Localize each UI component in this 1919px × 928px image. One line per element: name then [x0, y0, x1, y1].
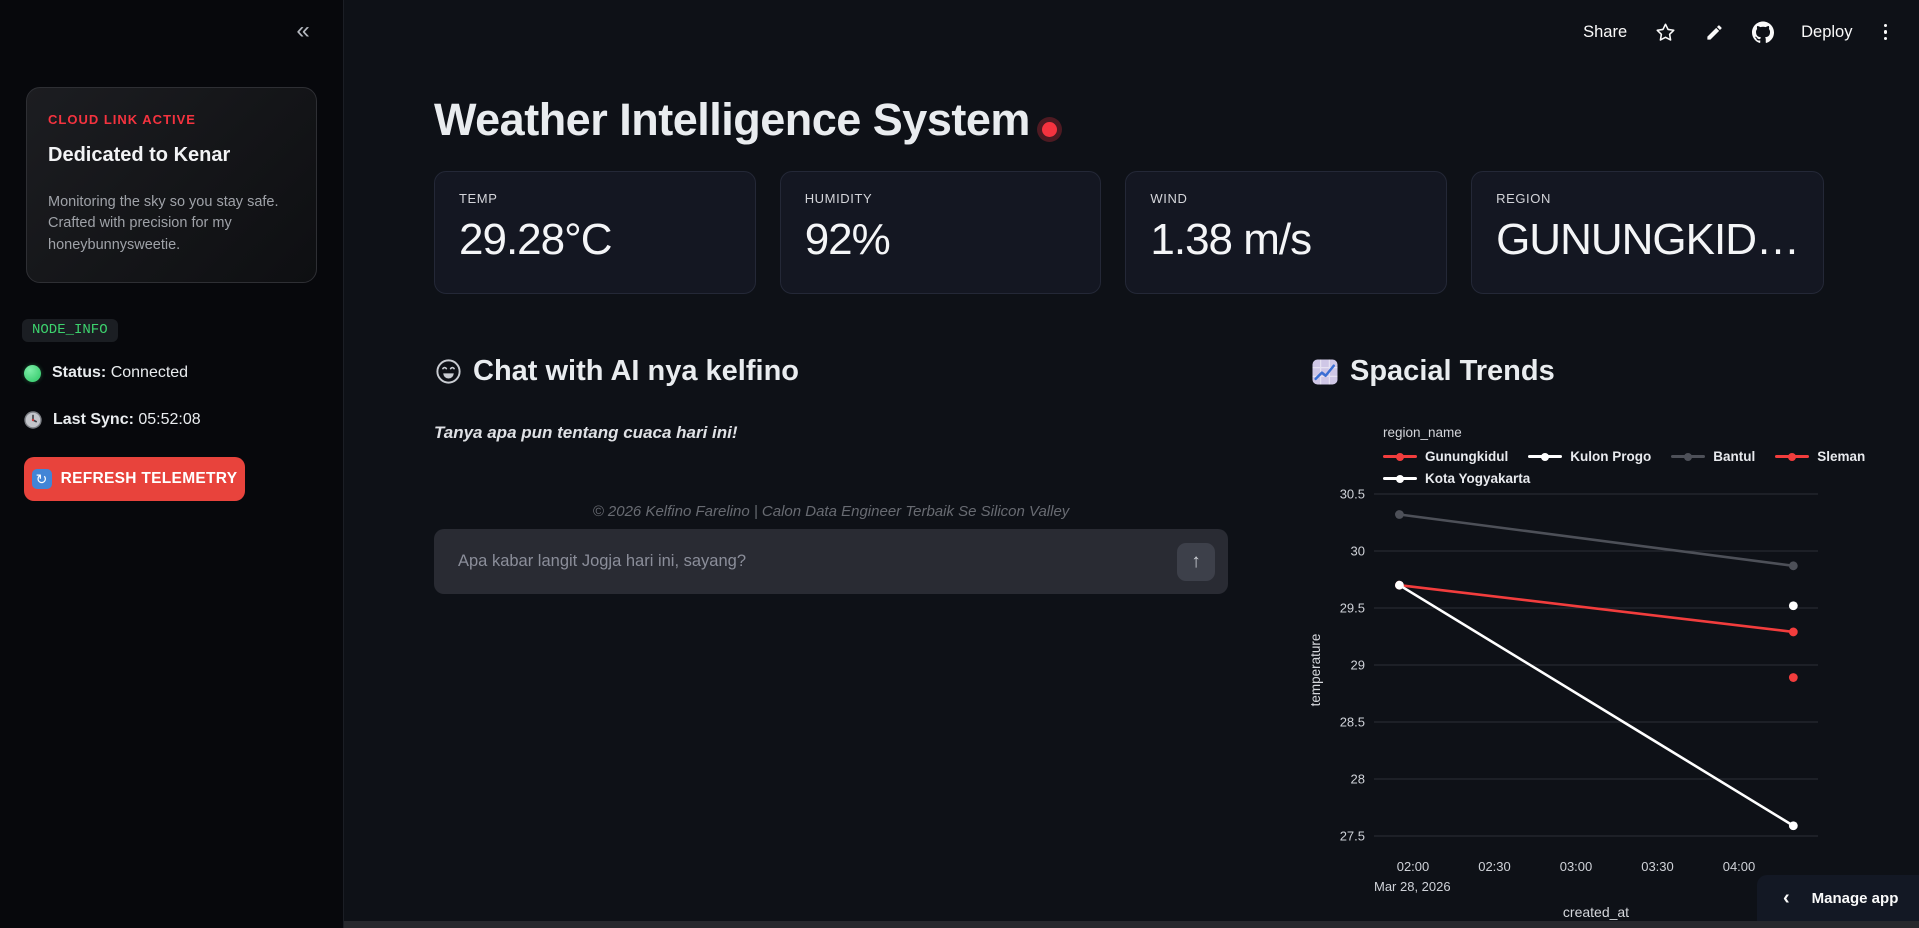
live-red-dot-icon [1041, 122, 1057, 137]
legend-label: Kota Yogyakarta [1425, 471, 1531, 486]
metric-value: 92% [804, 215, 891, 264]
deploy-button[interactable]: Deploy [1801, 22, 1853, 41]
metric-label: WIND [1150, 191, 1188, 206]
svg-text:30.5: 30.5 [1340, 487, 1365, 502]
svg-text:28: 28 [1351, 772, 1365, 787]
legend-label: Sleman [1817, 449, 1866, 464]
edit-pencil-icon[interactable] [1703, 21, 1725, 43]
svg-text:02:00: 02:00 [1397, 859, 1430, 874]
chart-legend: region_name Gunungkidul Kulon Progo Bantul… [1383, 425, 1873, 486]
legend-swatch-icon [1383, 452, 1417, 461]
metric-card-temp: TEMP 29.28°C [434, 171, 756, 294]
chart-heading-text: Spacial Trends [1350, 355, 1555, 387]
metrics-row: TEMP 29.28°C HUMIDITY 92% WIND 1.38 m/s … [434, 171, 1824, 294]
horizontal-scrollbar[interactable] [344, 921, 1919, 928]
legend-swatch-icon [1671, 452, 1706, 461]
dedication-body: Monitoring the sky so you stay safe. Cra… [48, 194, 279, 253]
sidebar: « CLOUD LINK ACTIVE Dedicated to Kenar M… [0, 0, 344, 928]
metric-card-humidity: HUMIDITY 92% [779, 171, 1102, 294]
metric-value: 29.28°C [459, 215, 612, 264]
svg-text:29.5: 29.5 [1340, 601, 1365, 616]
clock-icon [24, 411, 42, 429]
svg-text:28.5: 28.5 [1340, 715, 1365, 730]
share-button[interactable]: Share [1583, 22, 1628, 41]
app-toolbar: Share Deploy [1583, 0, 1891, 64]
metric-label: REGION [1496, 191, 1551, 206]
chat-heading: Chat with AI nya kelfino [434, 355, 799, 388]
svg-text:Mar 28, 2026: Mar 28, 2026 [1374, 879, 1451, 894]
chart-heading: Spacial Trends [1310, 355, 1555, 388]
svg-text:02:30: 02:30 [1478, 859, 1511, 874]
metric-label: TEMP [459, 191, 498, 206]
chat-input-bar: ↑ [434, 529, 1228, 594]
legend-entry-bantul[interactable]: Bantul [1671, 449, 1755, 464]
svg-text:temperature: temperature [1310, 634, 1323, 707]
legend-entry-kulon-progo[interactable]: Kulon Progo [1528, 449, 1651, 464]
dedication-title: Dedicated to Kenar [48, 144, 231, 166]
status-text: Status: Connected [52, 364, 188, 382]
kebab-menu-icon[interactable] [1880, 20, 1892, 45]
metric-label: HUMIDITY [804, 191, 873, 206]
chat-tagline: Tanya apa pun tentang cuaca hari ini! [434, 423, 738, 442]
sync-value: 05:52:08 [138, 411, 201, 428]
metric-value: 1.38 m/s [1150, 215, 1312, 264]
smiley-face-icon [436, 359, 461, 384]
star-icon[interactable] [1654, 21, 1676, 43]
status-row: Status: Connected [24, 364, 188, 382]
refresh-icon: ↻ [31, 469, 52, 489]
chat-section: Chat with AI nya kelfino Tanya apa pun t… [434, 345, 1228, 625]
svg-text:04:00: 04:00 [1723, 859, 1756, 874]
page-title-text: Weather Intelligence System [434, 94, 1030, 145]
manage-app-label: Manage app [1811, 889, 1899, 907]
legend-entry-sleman[interactable]: Sleman [1775, 449, 1865, 464]
metric-value: GUNUNGKID… [1496, 215, 1799, 264]
legend-label: Kulon Progo [1570, 449, 1652, 464]
svg-text:created_at: created_at [1563, 904, 1629, 920]
svg-text:03:30: 03:30 [1641, 859, 1674, 874]
chart-increasing-icon [1312, 359, 1338, 384]
send-button[interactable]: ↑ [1177, 542, 1215, 581]
svg-text:29: 29 [1351, 658, 1365, 673]
legend-entries: Gunungkidul Kulon Progo Bantul Sleman Kota Y… [1383, 449, 1873, 486]
cloud-link-status: CLOUD LINK ACTIVE [48, 112, 196, 127]
legend-swatch-icon [1383, 474, 1417, 483]
chat-heading-text: Chat with AI nya kelfino [473, 355, 800, 387]
manage-app-bar[interactable]: ‹ Manage app [1757, 875, 1919, 921]
refresh-telemetry-button[interactable]: ↻ REFRESH TELEMETRY [24, 457, 245, 501]
node-info-badge: NODE_INFO [22, 319, 118, 342]
svg-text:27.5: 27.5 [1340, 829, 1365, 844]
github-icon[interactable] [1752, 21, 1775, 43]
refresh-button-label: REFRESH TELEMETRY [60, 470, 238, 487]
copyright-line: © 2026 Kelfino Farelino | Calon Data Eng… [592, 503, 1070, 520]
legend-title: region_name [1383, 425, 1462, 440]
sync-label: Last Sync: [53, 411, 134, 428]
legend-entry-kota-yogyakarta[interactable]: Kota Yogyakarta [1383, 471, 1530, 486]
sync-text: Last Sync: 05:52:08 [53, 411, 201, 429]
trend-plot[interactable]: 30.5 30 29.5 29 28.5 28 27.5 02:00 02:30 03:00 03:… [1310, 480, 1855, 928]
dedication-card: CLOUD LINK ACTIVE Dedicated to Kenar Mon… [26, 87, 317, 283]
legend-label: Gunungkidul [1425, 449, 1509, 464]
metric-card-region: REGION GUNUNGKID… [1471, 171, 1824, 294]
legend-swatch-icon [1528, 452, 1563, 461]
status-green-dot-icon [24, 364, 41, 382]
chart-section: Spacial Trends region_name Gunungkidul Ku… [1310, 345, 1870, 928]
svg-text:03:00: 03:00 [1560, 859, 1593, 874]
last-sync-row: Last Sync: 05:52:08 [24, 411, 201, 429]
legend-entry-gunungkidul[interactable]: Gunungkidul [1383, 449, 1508, 464]
page-title: Weather Intelligence System [434, 94, 1057, 146]
status-value: Connected [110, 364, 189, 381]
metric-card-wind: WIND 1.38 m/s [1125, 171, 1448, 294]
legend-swatch-icon [1775, 452, 1810, 461]
chevron-left-icon: ‹ [1783, 887, 1790, 909]
svg-text:30: 30 [1351, 544, 1365, 559]
status-label: Status: [52, 364, 107, 381]
legend-label: Bantul [1713, 449, 1756, 464]
chat-input[interactable] [458, 552, 1177, 571]
sidebar-collapse-icon[interactable]: « [296, 17, 310, 44]
